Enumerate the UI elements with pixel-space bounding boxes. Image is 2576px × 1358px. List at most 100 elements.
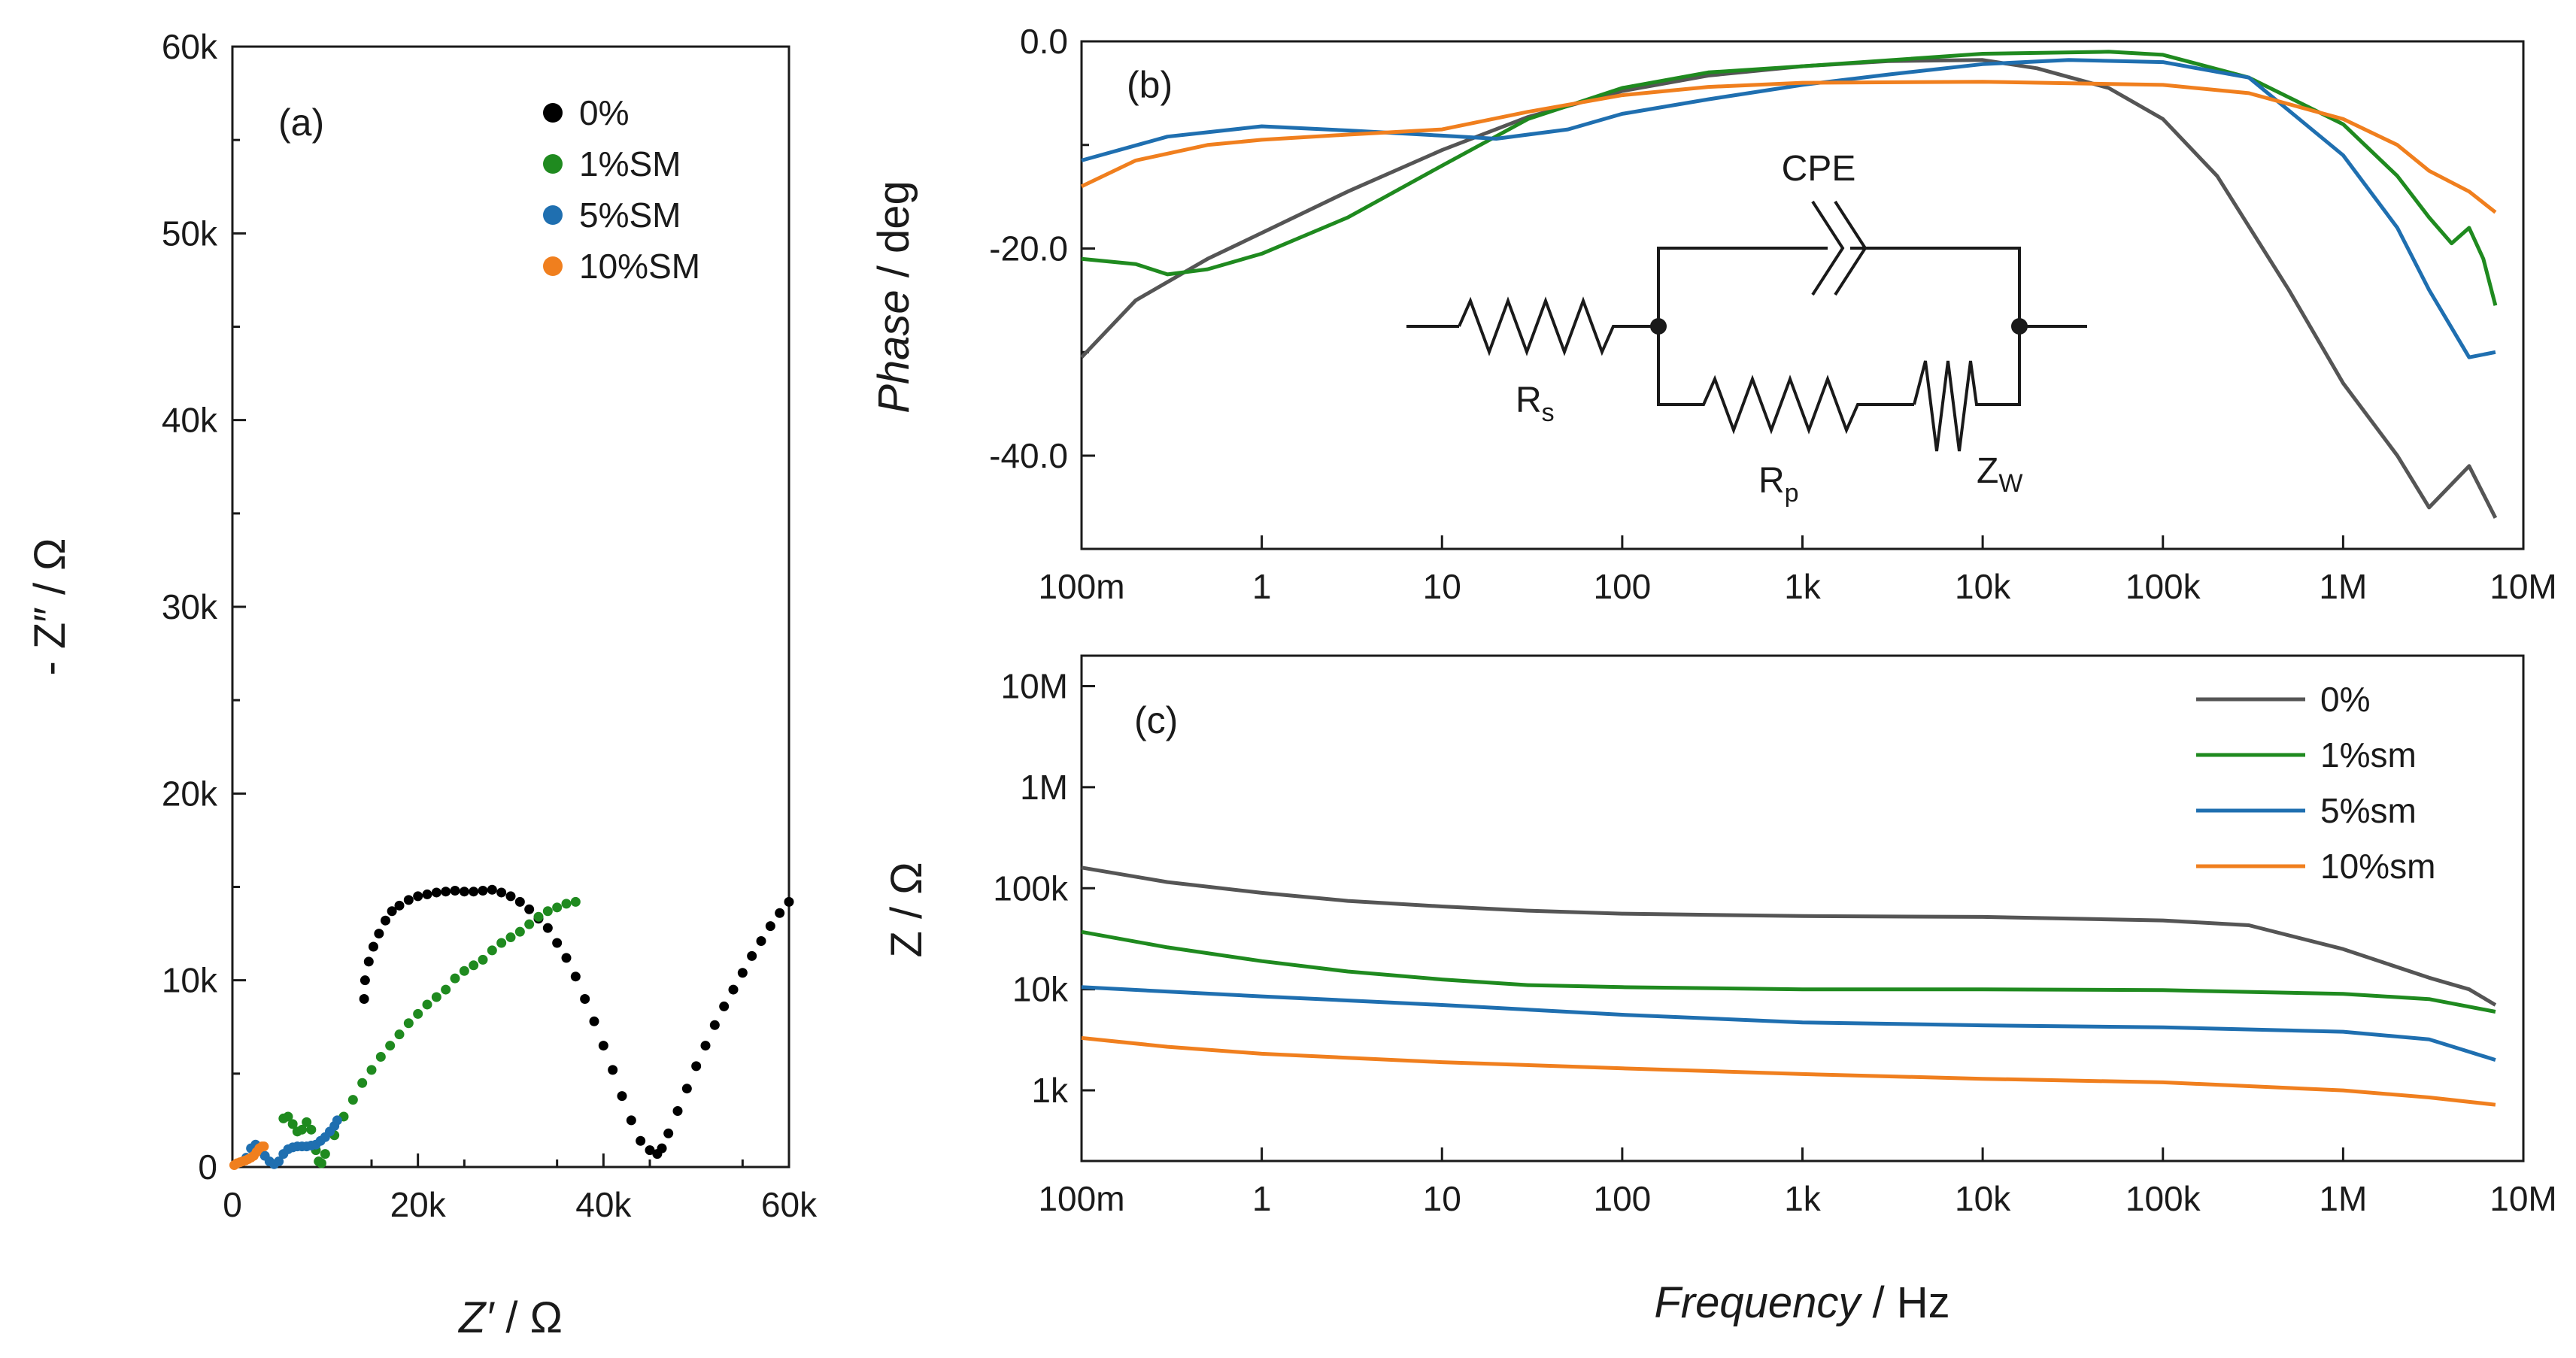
data-point xyxy=(747,950,757,961)
panel-b-frame xyxy=(1080,40,2525,550)
series-line-5pctsm xyxy=(1081,985,2496,1062)
data-point xyxy=(524,904,535,914)
data-point xyxy=(394,900,405,911)
panel-b-label: (b) xyxy=(1127,64,1173,106)
data-point xyxy=(431,887,441,898)
data-point xyxy=(306,1124,317,1135)
data-point xyxy=(552,938,563,948)
cpe-element xyxy=(1811,200,1868,296)
panel-a-ticks: 0 20k 40k 60k 0 10k 20k 30k 40k 50k 60k xyxy=(162,27,818,1224)
panel-b-x-tick-label: 100k xyxy=(2125,567,2201,606)
legend-label-10pctsm: 10%SM xyxy=(579,247,700,286)
data-point xyxy=(775,908,785,918)
data-point xyxy=(441,984,451,995)
cpe-label: CPE xyxy=(1782,149,1856,189)
data-point xyxy=(283,1111,293,1122)
panel-c-x-title: Frequency / Hz xyxy=(1654,1278,1949,1327)
panel-a-y-tick-label: 10k xyxy=(162,961,218,1000)
data-point xyxy=(259,1141,269,1152)
series-line-1pctsm xyxy=(1081,929,2496,1014)
panel-c-y-tick-label: 100k xyxy=(993,868,1069,908)
data-point xyxy=(387,906,397,917)
data-point xyxy=(700,1041,711,1051)
legend-label-10pctsm: 10%sm xyxy=(2320,847,2435,886)
data-point xyxy=(413,891,423,902)
series-line-0pct xyxy=(1080,58,2498,519)
data-point xyxy=(570,972,581,982)
panel-c-x-tick-label: 10M xyxy=(2490,1179,2556,1218)
panel-c-x-tick-label: 10k xyxy=(1955,1179,2011,1218)
legend-label-0pct: 0% xyxy=(2320,680,2370,719)
data-point xyxy=(737,968,748,978)
panel-c-label: (c) xyxy=(1134,699,1178,741)
data-point xyxy=(552,902,563,913)
panel-c-ticks: 100m 1 10 100 1k 10k 100k 1M 10M 1k 10k 100k 1M 10M xyxy=(993,666,2556,1218)
panel-a-y-tick-label: 20k xyxy=(162,774,218,813)
data-point xyxy=(450,973,460,984)
data-point xyxy=(320,1149,330,1159)
panel-c-x-tick-label: 100k xyxy=(2125,1179,2201,1218)
data-point xyxy=(681,1084,692,1094)
data-point xyxy=(274,1156,284,1167)
data-point xyxy=(505,891,516,902)
panel-b-series xyxy=(1080,50,2498,519)
data-point xyxy=(366,1065,377,1075)
panel-c-x-tick-label: 10 xyxy=(1423,1179,1461,1218)
panel-c-x-tick-label: 1k xyxy=(1784,1179,1822,1218)
rs-label: Rs xyxy=(1516,380,1555,427)
data-point xyxy=(756,936,766,947)
legend-label-5pctsm: 5%sm xyxy=(2320,791,2417,830)
data-point xyxy=(403,895,414,905)
legend-label-0pct: 0% xyxy=(579,93,629,132)
data-point xyxy=(496,938,507,948)
data-point xyxy=(608,1065,618,1075)
data-point xyxy=(514,896,525,907)
series-line-5pctsm xyxy=(1081,58,2496,359)
data-point xyxy=(478,954,488,965)
data-point xyxy=(709,1020,720,1030)
legend-label-1pctsm: 1%SM xyxy=(579,144,681,183)
data-point xyxy=(598,1041,608,1051)
panel-a-y-tick-label: 30k xyxy=(162,587,218,626)
data-point xyxy=(496,887,507,898)
data-point xyxy=(381,915,390,926)
rp-label: Rp xyxy=(1758,461,1799,508)
data-point xyxy=(765,921,775,932)
rp-resistor xyxy=(1657,326,1914,435)
panel-b-y-title: Phase / deg xyxy=(869,180,918,414)
data-point xyxy=(663,1128,674,1138)
panel-b-x-tick-label: 10M xyxy=(2490,567,2556,606)
data-point xyxy=(394,1029,405,1040)
data-point xyxy=(469,960,479,971)
data-point xyxy=(672,1106,683,1116)
data-point xyxy=(287,1119,298,1129)
circuit-node-right xyxy=(2011,318,2028,335)
series-line-0pct xyxy=(1081,865,2497,1007)
series-5pctsm xyxy=(241,1115,342,1169)
panel-b-x-tick-label: 10 xyxy=(1423,567,1461,606)
panel-a-y-tick-label: 0 xyxy=(198,1147,217,1187)
data-point xyxy=(617,1091,627,1102)
data-point xyxy=(524,919,535,929)
data-point xyxy=(636,1135,646,1146)
data-point xyxy=(359,994,369,1004)
legend-label-5pctsm: 5%SM xyxy=(579,196,681,235)
panel-b-y-tick-label: -20.0 xyxy=(989,229,1068,268)
panel-c-y-tick-label: 1M xyxy=(1020,768,1068,807)
data-point xyxy=(514,926,525,937)
panel-c-legend: 0% 1%sm 5%sm 10%sm xyxy=(2196,680,2435,886)
data-point xyxy=(589,1016,599,1026)
data-point xyxy=(626,1115,636,1126)
panel-c-x-tick-label: 1 xyxy=(1252,1179,1272,1218)
legend-label-1pctsm: 1%sm xyxy=(2320,735,2417,774)
data-point xyxy=(385,1041,396,1051)
data-point xyxy=(728,984,739,995)
panel-c-x-tick-label: 100 xyxy=(1594,1179,1652,1218)
data-point xyxy=(375,1051,386,1062)
panel-a-legend: 0% 1%SM 5%SM 10%SM xyxy=(543,93,700,286)
circuit-wires xyxy=(1406,200,2087,452)
data-point xyxy=(413,1008,423,1019)
panel-a-label: (a) xyxy=(278,102,324,144)
data-point xyxy=(450,885,460,896)
